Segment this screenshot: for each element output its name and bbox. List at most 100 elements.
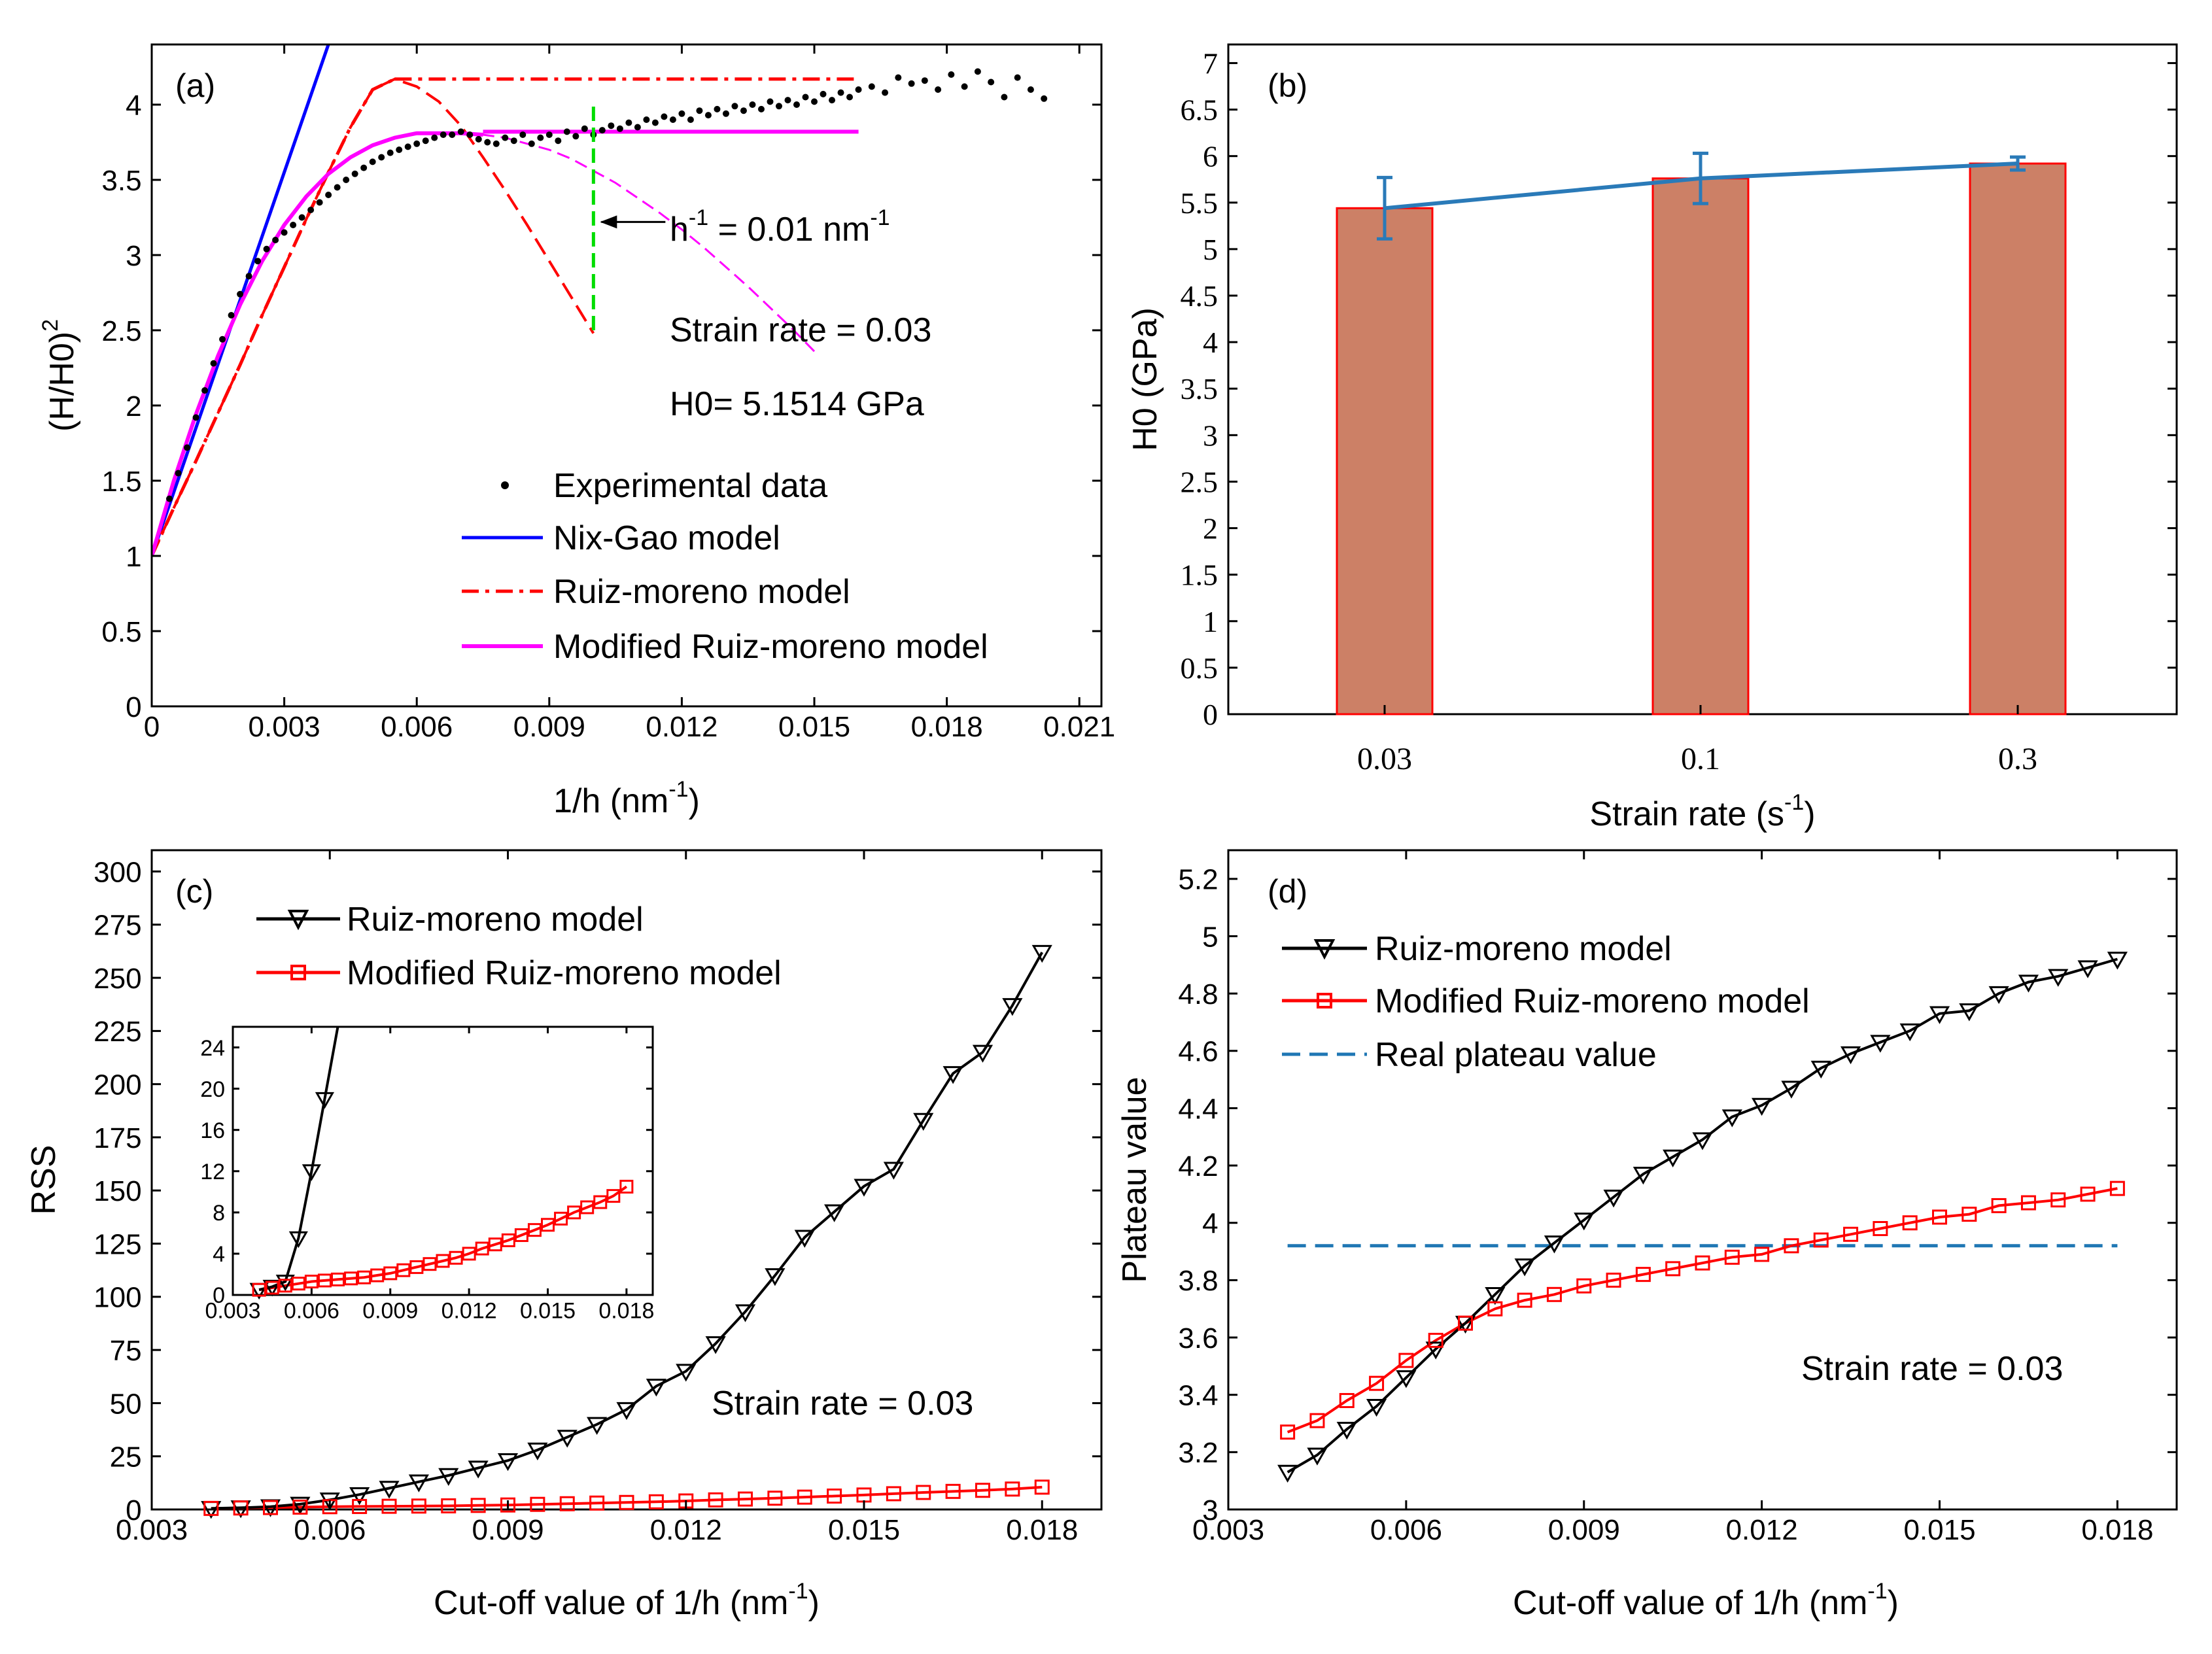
d-ruiz-marker xyxy=(1810,1060,1831,1079)
d-xtick-label: 0.018 xyxy=(2081,1514,2153,1546)
experimental-point xyxy=(493,140,500,147)
experimental-point xyxy=(343,177,350,183)
c-mod-marker xyxy=(411,1498,426,1514)
inset-mod-marker xyxy=(488,1237,502,1252)
experimental-point xyxy=(449,131,456,138)
experimental-point xyxy=(219,336,226,343)
experimental-point xyxy=(281,229,288,236)
c-ytick-label: 250 xyxy=(94,963,141,995)
a-ytick-label: 1 xyxy=(126,541,141,573)
inset-mod-marker xyxy=(514,1228,528,1243)
d-xtick-label: 0.012 xyxy=(1726,1514,1798,1546)
modified-model-curve xyxy=(152,131,483,557)
d-mod-marker xyxy=(1902,1215,1918,1231)
legend-c-mod-label: Modified Ruiz-moreno model xyxy=(347,954,782,992)
experimental-point xyxy=(555,137,562,145)
panel-a-label: (a) xyxy=(175,67,215,104)
c-ruiz-marker xyxy=(290,1496,311,1515)
inset-ruiz-marker xyxy=(288,1231,308,1249)
d-ruiz-marker xyxy=(1603,1190,1624,1208)
inset-mod-marker xyxy=(527,1223,542,1237)
c-mod-marker xyxy=(263,1500,278,1515)
experimental-point xyxy=(228,312,235,319)
experimental-point xyxy=(237,290,244,298)
inset-ruiz-line xyxy=(258,1026,339,1292)
a-ytick-label: 3 xyxy=(126,240,141,272)
experimental-point xyxy=(687,116,694,123)
b-ytick-label: 7 xyxy=(1203,46,1218,80)
experimental-point xyxy=(201,387,209,394)
panel-c-xlabel: Cut-off value of 1/h (nm-1) xyxy=(434,1579,820,1622)
c-mod-marker xyxy=(708,1492,723,1508)
c-mod-marker xyxy=(381,1498,397,1514)
experimental-point xyxy=(749,101,756,108)
d-ruiz-marker xyxy=(1425,1341,1446,1360)
experimental-point xyxy=(625,119,632,126)
d-ytick-label: 4.6 xyxy=(1178,1036,1218,1068)
d-mod-marker xyxy=(1754,1247,1770,1262)
inset-xtick-label: 0.015 xyxy=(520,1299,576,1324)
c-ytick-label: 150 xyxy=(94,1175,141,1207)
legend-d-real-label: Real plateau value xyxy=(1375,1036,1657,1074)
inset-ruiz-marker xyxy=(275,1275,295,1292)
a-xtick-label: 0.021 xyxy=(1043,711,1115,743)
b-ytick-label: 3.5 xyxy=(1181,372,1218,405)
d-ruiz-marker xyxy=(1574,1213,1595,1231)
inset-mod-marker xyxy=(475,1241,489,1256)
panel-c-label: (c) xyxy=(175,873,213,910)
c-mod-marker xyxy=(1034,1479,1050,1495)
c-mod-marker xyxy=(322,1499,337,1515)
c-mod-marker xyxy=(470,1498,486,1513)
experimental-point xyxy=(616,125,623,132)
c-mod-marker xyxy=(797,1489,812,1505)
c-ruiz-marker xyxy=(972,1044,994,1063)
panel-b-label: (b) xyxy=(1268,67,1307,104)
experimental-point xyxy=(413,140,421,147)
c-ruiz-marker xyxy=(1031,944,1052,963)
experimental-point xyxy=(457,128,464,135)
c-mod-marker xyxy=(233,1500,249,1516)
d-mod-marker xyxy=(1873,1221,1888,1237)
experimental-point xyxy=(704,112,712,119)
d-mod-line xyxy=(1287,1187,2118,1434)
d-ruiz-line xyxy=(1287,957,2118,1473)
panel-d-xlabel: Cut-off value of 1/h (nm-1) xyxy=(1513,1579,1899,1622)
experimental-point xyxy=(528,140,535,147)
d-ytick-label: 5 xyxy=(1202,921,1218,953)
legend-d-ruiz-label: Ruiz-moreno model xyxy=(1375,930,1672,968)
c-ruiz-line xyxy=(211,952,1044,1510)
legend-d-mod-label: Modified Ruiz-moreno model xyxy=(1375,982,1810,1020)
experimental-point xyxy=(360,164,368,171)
c-mod-marker xyxy=(530,1496,545,1512)
c-ytick-label: 100 xyxy=(94,1282,141,1314)
c-ruiz-marker xyxy=(646,1379,666,1397)
d-mod-marker xyxy=(1280,1424,1296,1440)
experimental-point xyxy=(387,149,394,156)
d-mod-marker xyxy=(1487,1301,1503,1317)
inset-ruiz-marker xyxy=(315,1092,335,1109)
experimental-point xyxy=(767,98,774,105)
c-ytick-label: 125 xyxy=(94,1228,141,1260)
experimental-point xyxy=(484,139,491,146)
d-mod-marker xyxy=(2109,1180,2125,1196)
c-xtick-label: 0.012 xyxy=(650,1514,722,1546)
inset-mod-line xyxy=(258,1185,628,1292)
d-mod-marker xyxy=(1517,1292,1532,1308)
experimental-point xyxy=(740,107,747,114)
inset-ytick-label: 0 xyxy=(213,1283,225,1308)
c-ruiz-marker xyxy=(1002,998,1023,1016)
c-ruiz-marker xyxy=(379,1481,400,1499)
a-ytick-label: 3.5 xyxy=(101,165,141,197)
inset-mod-marker xyxy=(580,1200,595,1215)
d-xtick-label: 0.015 xyxy=(1903,1514,1975,1546)
d-ruiz-marker xyxy=(1485,1287,1506,1305)
c-ruiz-marker xyxy=(408,1474,429,1492)
inset-mod-marker xyxy=(331,1272,345,1286)
c-mod-marker xyxy=(945,1483,961,1499)
experimental-point xyxy=(722,110,729,117)
experimental-point xyxy=(502,134,509,141)
experimental-point xyxy=(422,137,429,145)
inset-mod-marker xyxy=(449,1250,463,1265)
c-ruiz-marker xyxy=(942,1066,963,1084)
d-xtick-label: 0.003 xyxy=(1192,1514,1264,1546)
